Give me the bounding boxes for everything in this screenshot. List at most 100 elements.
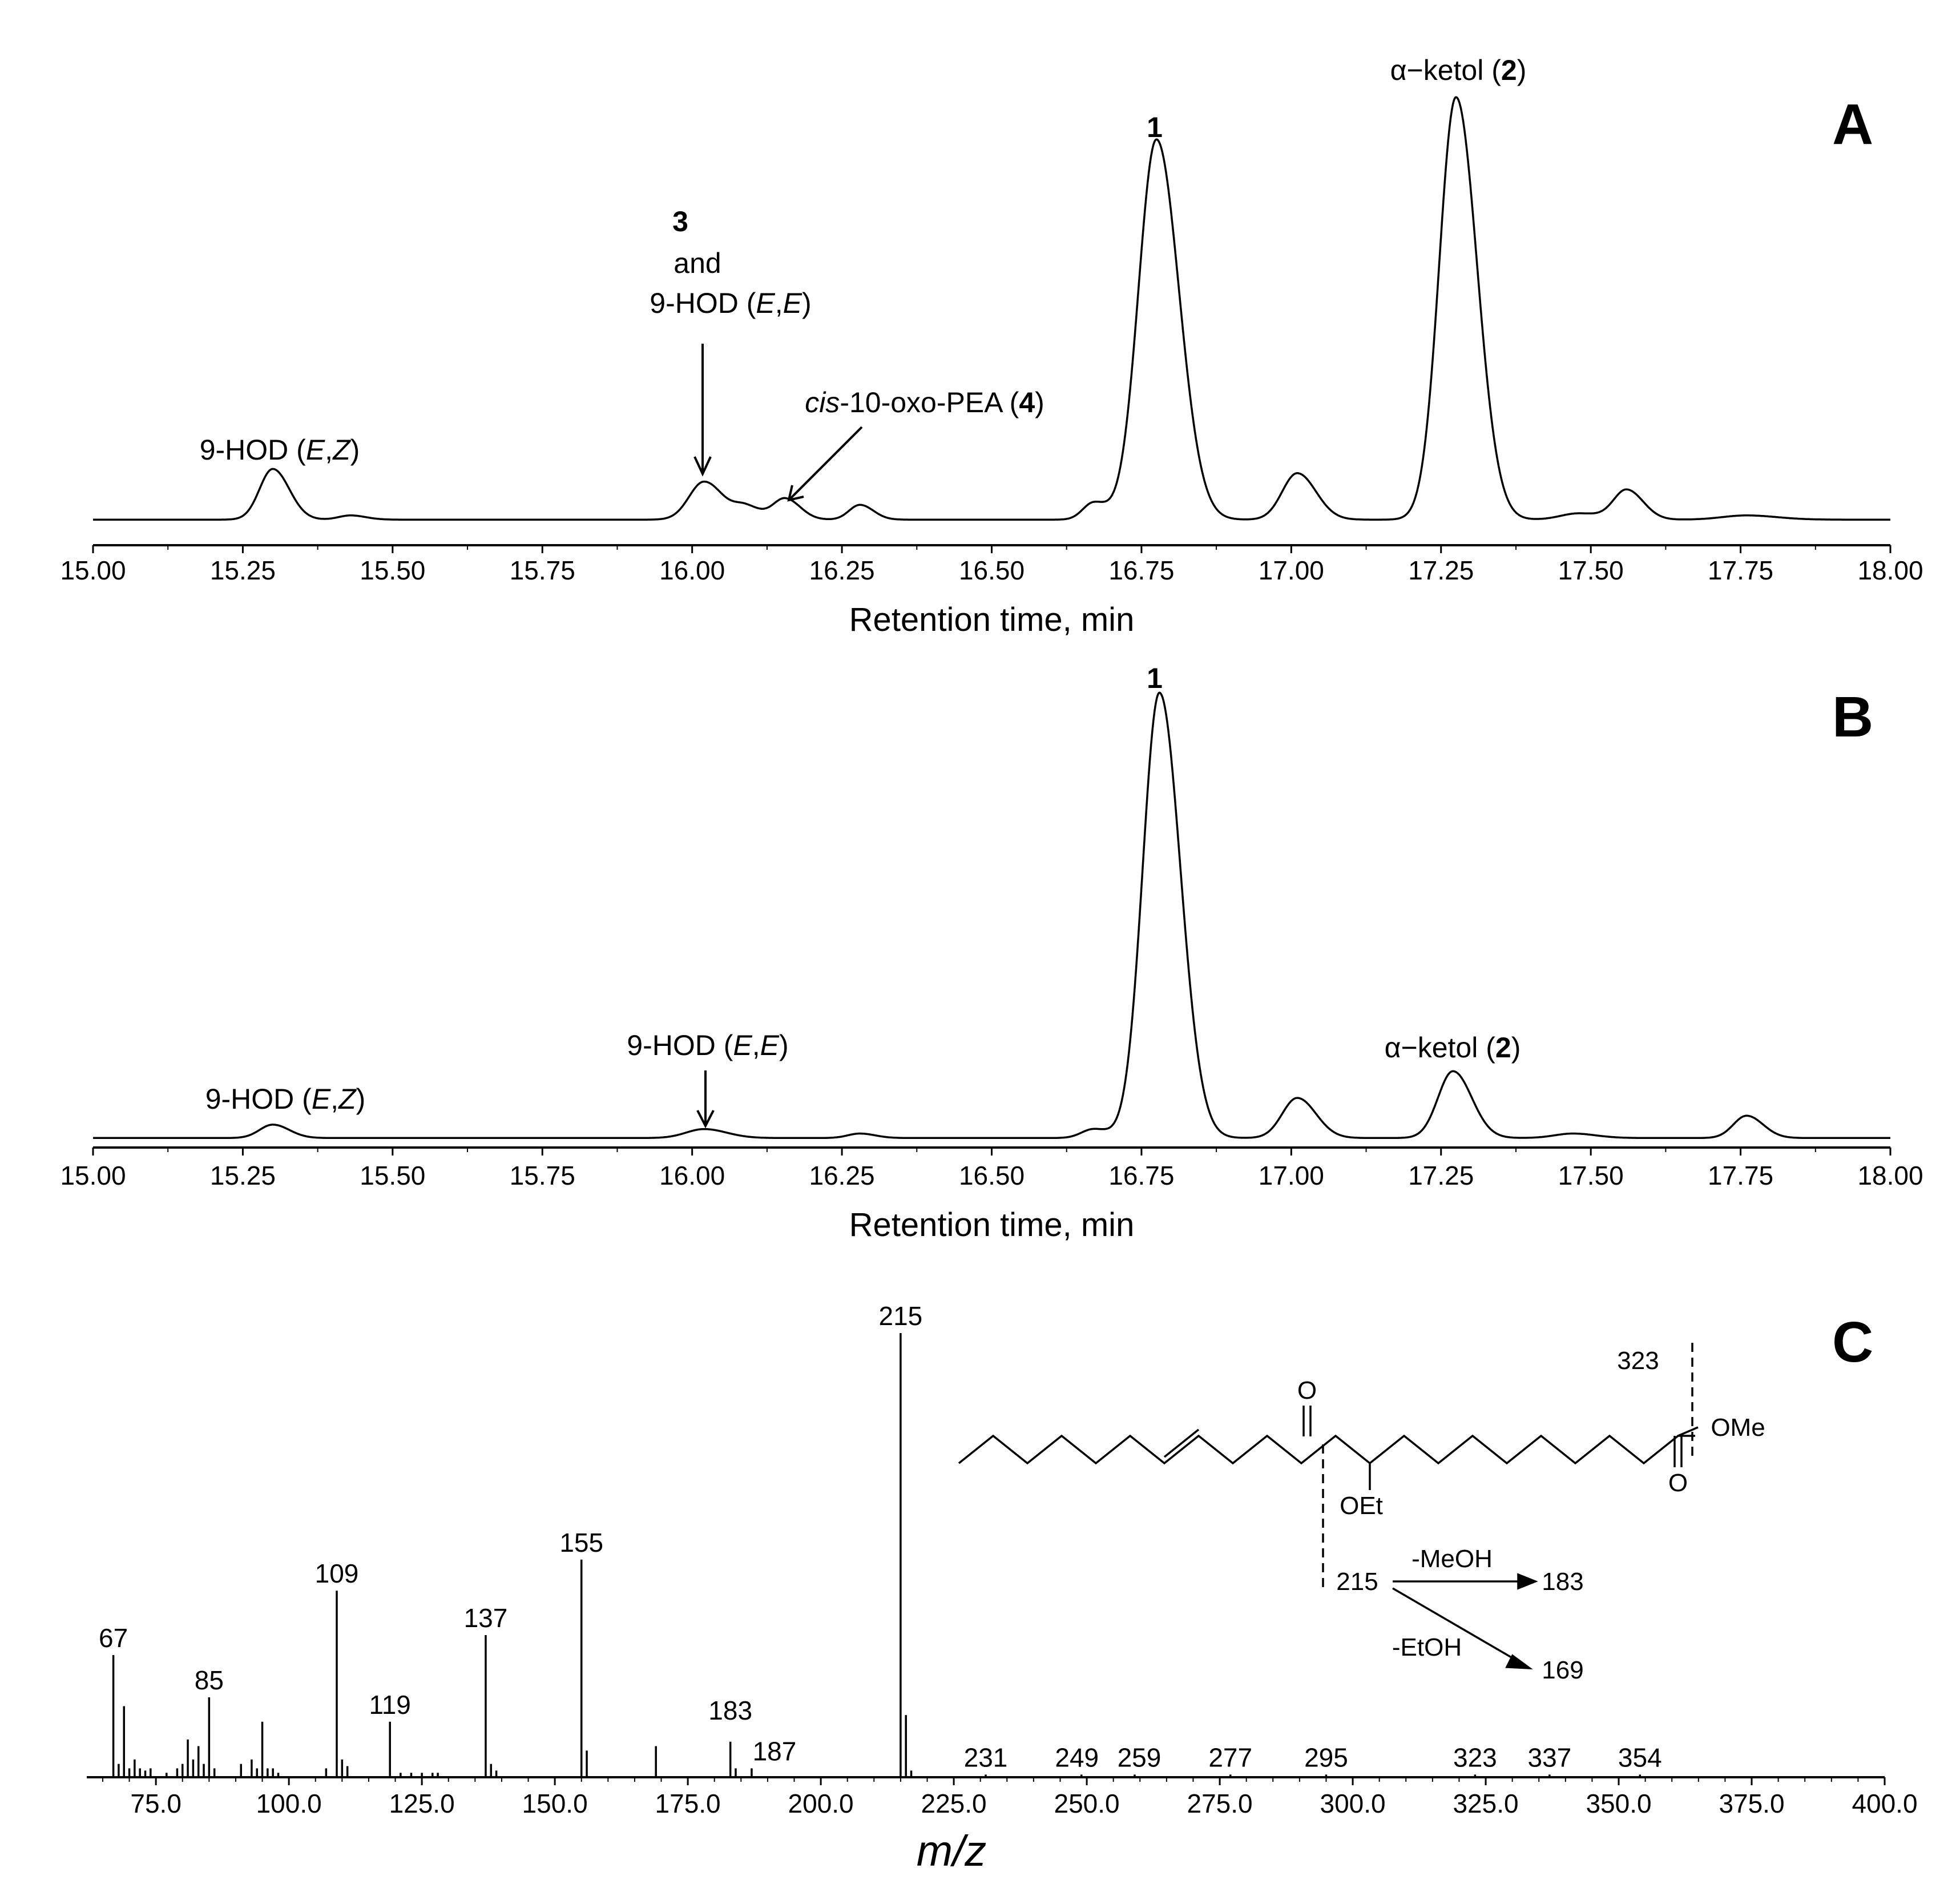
x-tick-label: 17.75	[1708, 555, 1773, 585]
x-tick-label: 18.00	[1857, 555, 1923, 585]
x-tick-label: 400.0	[1852, 1789, 1917, 1818]
peak-label: 277	[1208, 1742, 1252, 1772]
x-tick-label: 16.00	[659, 1161, 725, 1190]
ester-o-label: O	[1668, 1469, 1688, 1497]
structure-labels: 323 O OMe OEt O 215 -MeOH 183 -EtOH 169	[1297, 1347, 1765, 1684]
x-tick-label: 16.75	[1108, 555, 1174, 585]
x-tick-label: 16.50	[959, 1161, 1025, 1190]
peak-label: 249	[1055, 1742, 1099, 1772]
peak-label: 119	[369, 1690, 411, 1720]
chromatogram-a: 15.00 15.25 15.50 15.75 16.00 16.25 16.50 16.75…	[60, 54, 1923, 638]
mass-spectrum-c: 75.0 100.0 125.0 150.0 175.0 200.0 225.0 250.0 2…	[87, 1301, 1918, 1875]
x-tick-label: 17.00	[1259, 555, 1324, 585]
chromatogram-trace	[93, 96, 1890, 521]
peak-annotation-a-hod-ee: 9-HOD (E,E)	[650, 287, 811, 319]
x-tick-label: 17.75	[1708, 1161, 1773, 1190]
x-tick-label: 100.0	[256, 1789, 322, 1818]
arrow-meoh-head	[1517, 1573, 1538, 1590]
x-tick-label: 15.25	[210, 1161, 276, 1190]
x-tick-label: 16.00	[659, 555, 725, 585]
oet-label: OEt	[1340, 1492, 1383, 1520]
panel-label-a: A	[1832, 92, 1873, 156]
peak-label: 109	[315, 1559, 359, 1588]
carbon-chain	[958, 1434, 1695, 1465]
peak-annotation-a-3: 3	[672, 206, 688, 237]
x-tick-label: 150.0	[522, 1789, 588, 1818]
x-tick-label: 175.0	[655, 1789, 721, 1818]
peak-annotation-b-ketol: α−ketol (2)	[1385, 1032, 1521, 1064]
x-tick-label: 16.75	[1108, 1161, 1174, 1190]
arrow-etoh	[1392, 1587, 1519, 1662]
x-tick-label: 16.25	[809, 1161, 875, 1190]
peak-annotation-b-hod-ez: 9-HOD (E,Z)	[205, 1083, 366, 1115]
peak-annotation-b-hod-ee: 9-HOD (E,E)	[627, 1029, 788, 1061]
x-tick-label: 16.25	[809, 555, 875, 585]
x-tick-label: 18.00	[1857, 1161, 1923, 1190]
peak-label: 295	[1304, 1742, 1348, 1772]
peak-annotation-a-oxo: cis-10-oxo-PEA (4)	[805, 387, 1044, 418]
x-tick-label: 350.0	[1586, 1789, 1651, 1818]
x-tick-label: 275.0	[1187, 1789, 1252, 1818]
ketone-o-label: O	[1297, 1376, 1317, 1404]
x-tick-label: 15.75	[510, 1161, 575, 1190]
loss-meoh-label: -MeOH	[1411, 1545, 1493, 1573]
peak-annotation-a-ketol: α−ketol (2)	[1390, 54, 1527, 86]
arrow-etoh-head	[1505, 1654, 1533, 1670]
x-axis-title: Retention time, min	[849, 601, 1135, 638]
cis-double-bond	[1163, 1428, 1200, 1458]
peak-annotation-a-and: and	[674, 247, 721, 279]
peak-label: 187	[753, 1736, 797, 1766]
peak-label: 354	[1618, 1742, 1662, 1772]
peak-annotation-a-1: 1	[1147, 111, 1163, 143]
x-tick-label: 225.0	[921, 1789, 987, 1818]
arrow-oxo-pea-head	[787, 485, 804, 502]
x-tick-label: 15.00	[60, 1161, 126, 1190]
x-axis-title: m/z	[917, 1827, 986, 1875]
arrow-b-hod-ee-head	[696, 1110, 715, 1129]
peak-label: 137	[464, 1603, 508, 1633]
peak-annotation-a-hod-ez: 9-HOD (E,Z)	[200, 434, 360, 466]
x-tick-label: 250.0	[1054, 1789, 1120, 1818]
x-axis-title: Retention time, min	[849, 1206, 1135, 1243]
panel-label-b: B	[1832, 685, 1873, 749]
frag-215-label: 215	[1336, 1568, 1378, 1596]
peak-label: 67	[99, 1623, 128, 1653]
peak-label: 231	[964, 1742, 1008, 1772]
loss-etoh-label: -EtOH	[1392, 1633, 1462, 1661]
chromatogram-b: 15.00 15.25 15.50 15.75 16.00 16.25 16.50 16.75…	[60, 662, 1923, 1243]
x-tick-label: 15.75	[510, 555, 575, 585]
ome-label: OMe	[1711, 1414, 1765, 1442]
x-tick-label: 15.50	[360, 1161, 425, 1190]
x-tick-label: 375.0	[1719, 1789, 1784, 1818]
arrow-oxo-pea	[789, 426, 863, 500]
peak-label: 183	[708, 1696, 752, 1725]
x-tick-label: 17.25	[1408, 555, 1474, 585]
x-tick-label: 17.00	[1259, 1161, 1324, 1190]
frag-169-label: 169	[1542, 1656, 1583, 1684]
peak-annotation-b-1: 1	[1147, 662, 1163, 694]
chromatogram-trace	[93, 691, 1890, 1140]
x-tick-label: 15.25	[210, 555, 276, 585]
x-tick-label: 125.0	[389, 1789, 455, 1818]
molecule-structure	[958, 1343, 1699, 1670]
x-tick-label: 15.50	[360, 555, 425, 585]
annotation-arrows	[693, 344, 863, 1129]
x-tick-label: 17.25	[1408, 1161, 1474, 1190]
peak-label: 337	[1527, 1742, 1571, 1772]
peak-label: 259	[1118, 1742, 1162, 1772]
frag-183-label: 183	[1542, 1568, 1583, 1596]
x-tick-label: 16.50	[959, 555, 1025, 585]
x-tick-label: 15.00	[60, 555, 126, 585]
peak-label: 155	[559, 1528, 603, 1557]
arrow-3-hod-ee-head	[693, 456, 712, 477]
ome-bond	[1677, 1426, 1699, 1437]
x-tick-label: 17.50	[1558, 1161, 1624, 1190]
peak-label: 85	[195, 1665, 224, 1695]
x-tick-label: 325.0	[1453, 1789, 1518, 1818]
x-tick-label: 300.0	[1320, 1789, 1385, 1818]
x-tick-label: 75.0	[130, 1789, 182, 1818]
panel-label-c: C	[1832, 1310, 1873, 1374]
x-tick-label: 17.50	[1558, 555, 1624, 585]
frag-323-label: 323	[1617, 1347, 1659, 1375]
